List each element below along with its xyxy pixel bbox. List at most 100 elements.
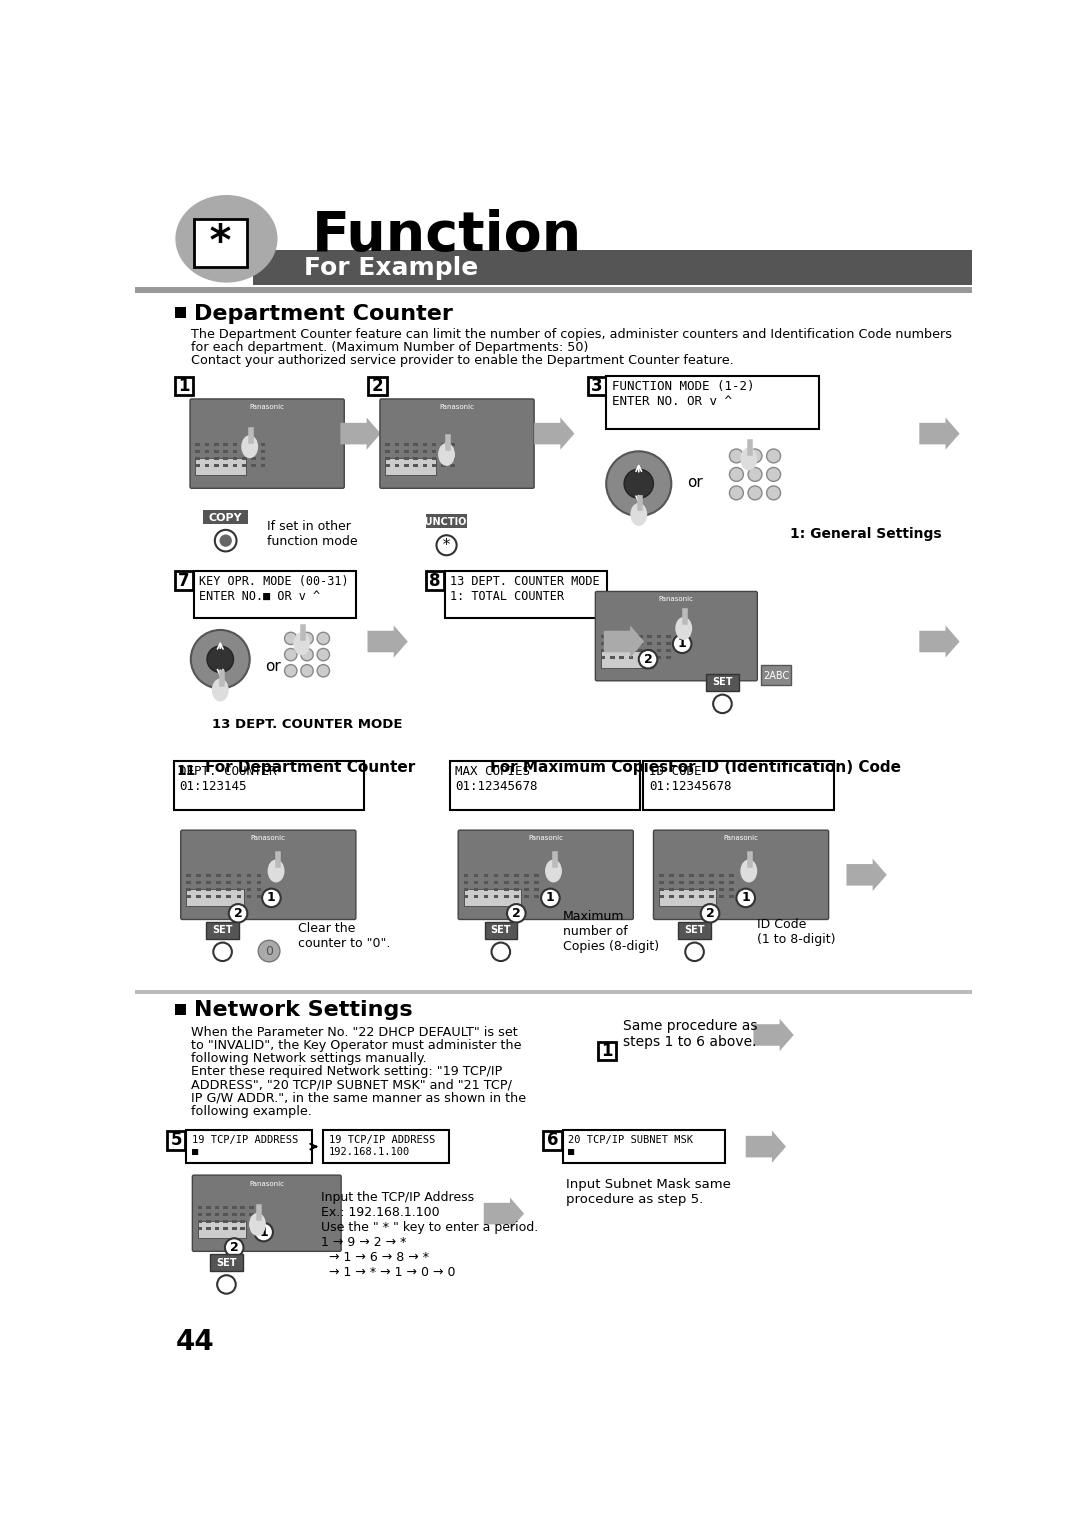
Bar (186, 888, 191, 891)
Bar (629, 649, 633, 652)
Bar (224, 449, 228, 452)
Bar (441, 457, 446, 460)
Bar (260, 463, 266, 466)
Bar (719, 888, 724, 891)
Circle shape (713, 695, 732, 714)
Bar (214, 449, 218, 452)
Ellipse shape (741, 448, 757, 469)
Bar (619, 642, 624, 645)
Bar (394, 457, 400, 460)
Polygon shape (745, 1131, 786, 1163)
FancyBboxPatch shape (595, 591, 757, 681)
Bar (514, 895, 518, 898)
Text: 5: 5 (171, 1131, 181, 1149)
Bar (232, 463, 238, 466)
FancyBboxPatch shape (175, 571, 193, 590)
Bar (494, 895, 499, 898)
Bar (394, 463, 400, 466)
Circle shape (284, 665, 297, 677)
Bar (600, 649, 606, 652)
Bar (484, 888, 488, 891)
Bar (242, 457, 246, 460)
Bar (647, 642, 652, 645)
Bar (689, 882, 693, 885)
Bar (474, 874, 478, 877)
Bar (494, 874, 499, 877)
Bar (246, 874, 252, 877)
Bar (666, 636, 671, 639)
Text: 6: 6 (546, 1131, 558, 1149)
Polygon shape (847, 859, 887, 891)
Bar (248, 1213, 254, 1216)
Circle shape (737, 889, 755, 908)
Circle shape (215, 530, 237, 552)
Text: Input the TCP/IP Address
Ex.: 192.168.1.100
Use the " * " key to enter a period.: Input the TCP/IP Address Ex.: 192.168.1.… (321, 1190, 538, 1279)
Bar (214, 463, 218, 466)
Bar (227, 882, 231, 885)
Bar (463, 888, 469, 891)
Bar (216, 895, 221, 898)
Circle shape (255, 1222, 273, 1241)
Bar (427, 515, 467, 529)
Bar (619, 636, 624, 639)
Bar (257, 888, 261, 891)
FancyBboxPatch shape (186, 1131, 312, 1163)
Bar (710, 874, 714, 877)
Text: 2: 2 (230, 1241, 239, 1254)
Bar (678, 921, 711, 938)
Bar (186, 895, 191, 898)
Bar (669, 874, 674, 877)
Circle shape (225, 1238, 243, 1256)
Text: 44: 44 (175, 1328, 214, 1357)
Bar (494, 882, 499, 885)
Bar (241, 1219, 245, 1222)
Bar (666, 642, 671, 645)
Bar (246, 895, 252, 898)
Bar (463, 895, 469, 898)
Circle shape (685, 943, 704, 961)
FancyBboxPatch shape (190, 399, 345, 489)
Bar (206, 1219, 211, 1222)
Circle shape (748, 468, 762, 481)
Text: 1: 1 (259, 1225, 268, 1239)
Bar (215, 1206, 219, 1209)
Bar (257, 1227, 262, 1230)
Bar (729, 895, 734, 898)
Bar (689, 874, 693, 877)
Bar (441, 443, 446, 446)
Text: SET: SET (216, 1258, 237, 1268)
FancyBboxPatch shape (606, 376, 819, 429)
Text: for each department. (Maximum Number of Departments: 50): for each department. (Maximum Number of … (191, 341, 589, 354)
Text: Panasonic: Panasonic (724, 834, 758, 840)
Circle shape (701, 905, 719, 923)
Polygon shape (754, 1019, 794, 1051)
Text: MAX COPIES
01:12345678: MAX COPIES 01:12345678 (455, 766, 538, 793)
Bar (257, 1206, 262, 1209)
Bar (237, 874, 241, 877)
Bar (195, 458, 246, 475)
Circle shape (301, 665, 313, 677)
FancyBboxPatch shape (449, 761, 640, 810)
Bar (659, 882, 663, 885)
Text: *: * (207, 222, 233, 264)
FancyBboxPatch shape (175, 376, 193, 396)
Bar (242, 463, 246, 466)
Text: 19 TCP/IP ADDRESS
■: 19 TCP/IP ADDRESS ■ (191, 1135, 298, 1157)
Bar (404, 457, 408, 460)
Bar (246, 882, 252, 885)
Bar (699, 874, 704, 877)
Bar (504, 888, 509, 891)
Bar (227, 874, 231, 877)
Bar (638, 656, 643, 659)
Bar (450, 463, 455, 466)
Circle shape (213, 943, 232, 961)
Bar (186, 882, 191, 885)
Text: SET: SET (712, 677, 732, 688)
Bar (638, 642, 643, 645)
FancyBboxPatch shape (166, 1131, 186, 1149)
Bar (232, 449, 238, 452)
FancyBboxPatch shape (380, 399, 535, 489)
Bar (214, 457, 218, 460)
Bar (706, 674, 739, 691)
Circle shape (729, 486, 743, 500)
